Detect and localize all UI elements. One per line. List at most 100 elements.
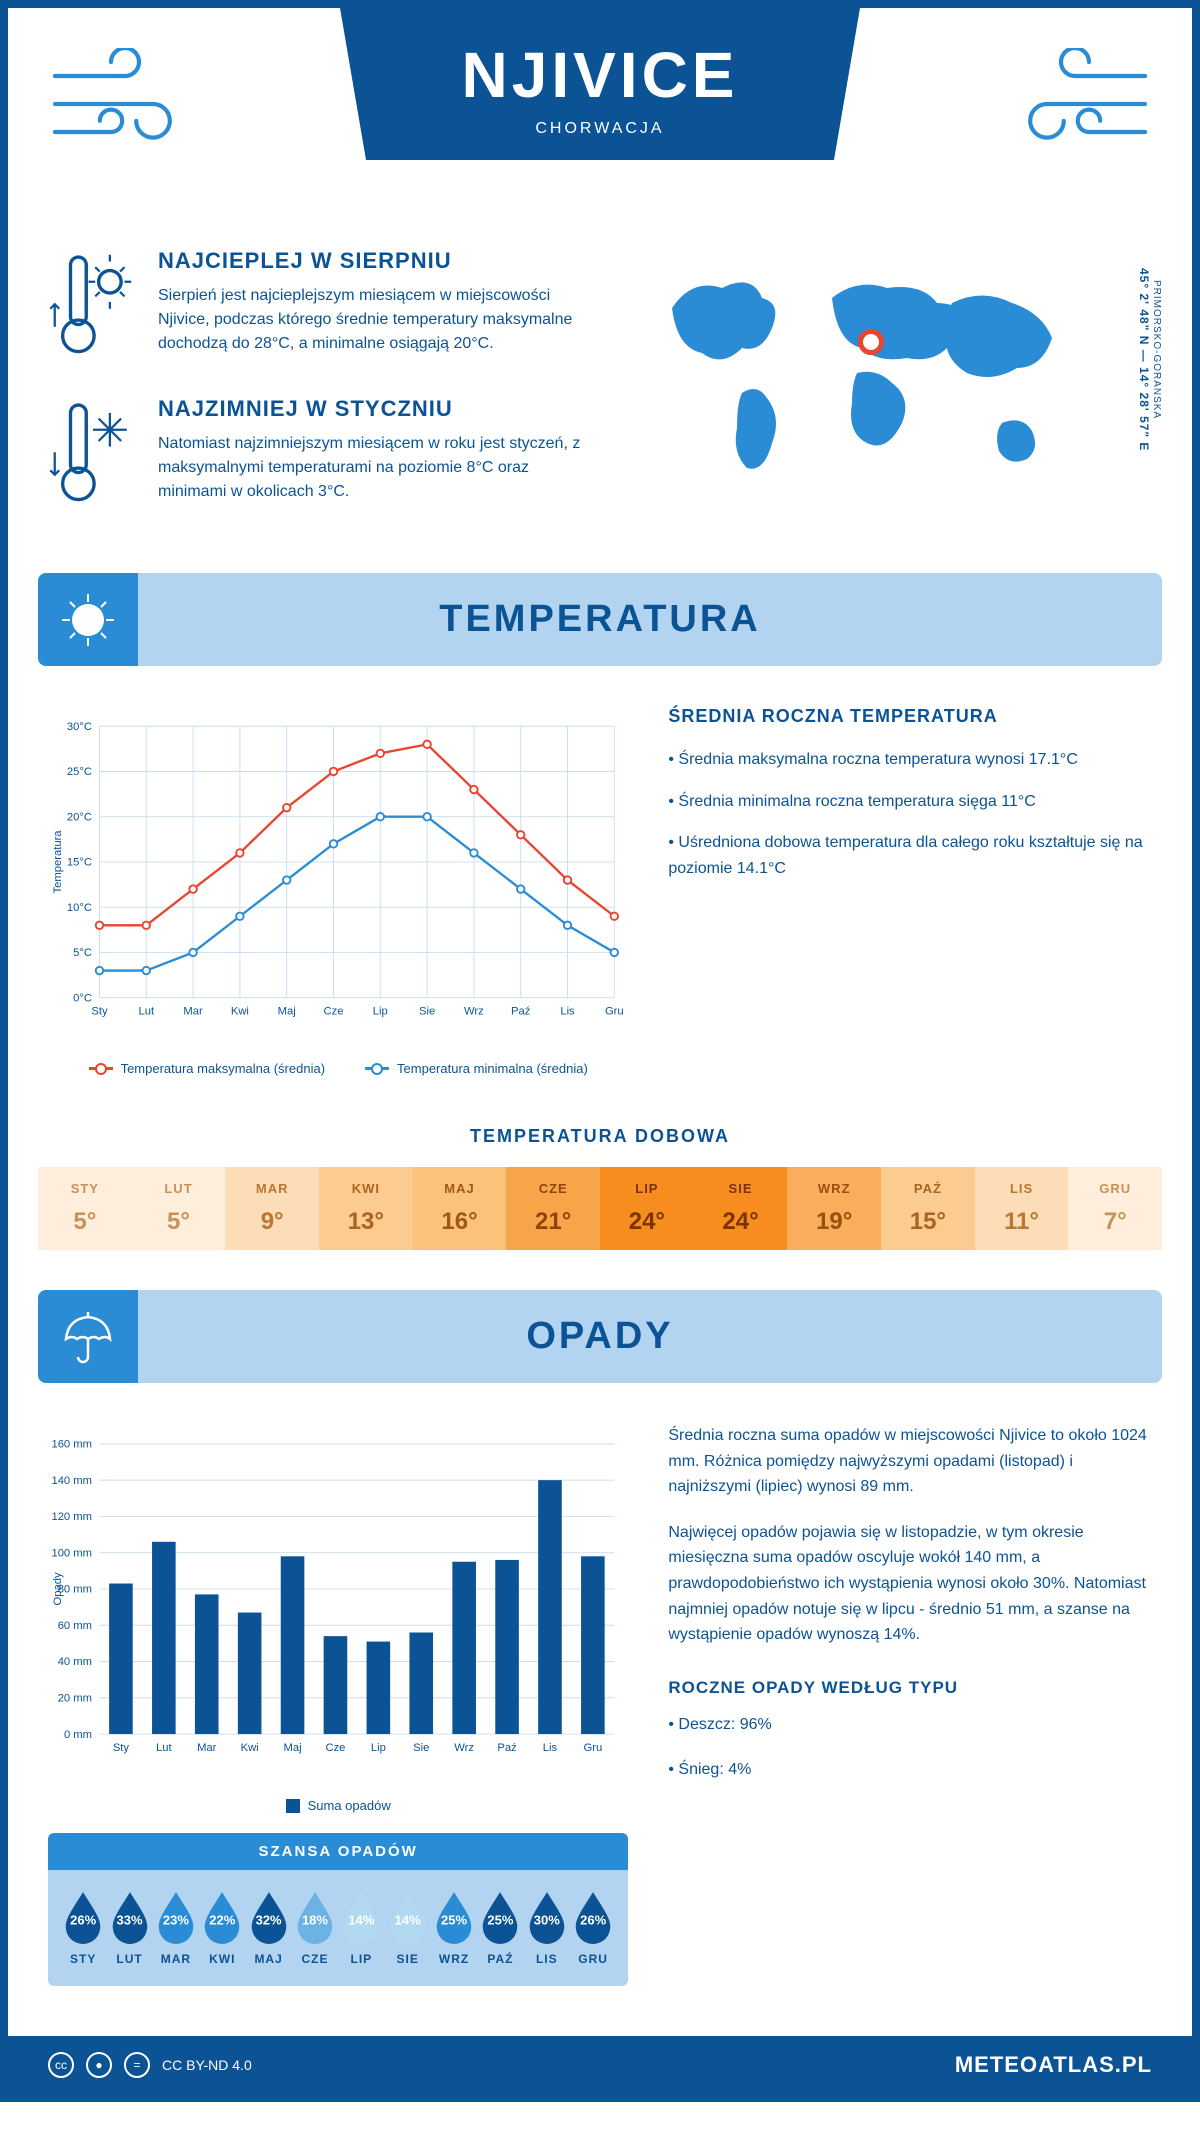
coldest-text: Natomiast najzimniejszym miesiącem w rok… bbox=[158, 432, 592, 504]
daily-temp-cell: LIS11° bbox=[975, 1167, 1069, 1250]
license-block: cc ● = CC BY-ND 4.0 bbox=[48, 2052, 252, 2078]
coldest-block: NAJZIMNIEJ W STYCZNIU Natomiast najzimni… bbox=[48, 396, 592, 514]
raindrop-icon: 25% bbox=[478, 1890, 522, 1944]
svg-text:100 mm: 100 mm bbox=[51, 1547, 92, 1559]
legend-item: .legend-swatch[style*='#e8442e']::before… bbox=[89, 1061, 325, 1076]
svg-text:160 mm: 160 mm bbox=[51, 1439, 92, 1451]
daily-temp-title: TEMPERATURA DOBOWA bbox=[38, 1126, 1162, 1147]
raindrop-icon: 30% bbox=[525, 1890, 569, 1944]
svg-text:Wrz: Wrz bbox=[454, 1742, 474, 1754]
daily-temp-cell: LUT5° bbox=[132, 1167, 226, 1250]
temperature-line-chart: 0°C5°C10°C15°C20°C25°C30°CStyLutMarKwiMa… bbox=[48, 706, 628, 1046]
thermometer-hot-icon bbox=[48, 248, 138, 366]
chance-cell: 14% SIE bbox=[385, 1890, 431, 1966]
footer: cc ● = CC BY-ND 4.0 METEOATLAS.PL bbox=[8, 2036, 1192, 2094]
svg-text:Maj: Maj bbox=[278, 1006, 296, 1018]
umbrella-icon bbox=[38, 1290, 138, 1383]
daily-temp-cell: MAJ16° bbox=[413, 1167, 507, 1250]
temp-bullet: • Średnia maksymalna roczna temperatura … bbox=[668, 747, 1152, 773]
location-marker-icon bbox=[858, 329, 884, 355]
precipitation-banner: OPADY bbox=[38, 1290, 1162, 1383]
title-ribbon: NJIVICE CHORWACJA bbox=[340, 8, 860, 160]
header: NJIVICE CHORWACJA bbox=[8, 8, 1192, 228]
chance-cell: 26% GRU bbox=[570, 1890, 616, 1966]
svg-text:10°C: 10°C bbox=[67, 902, 92, 914]
legend-item: .legend-swatch[style*='#2b8cd6']::before… bbox=[365, 1061, 588, 1076]
svg-text:Temperatura: Temperatura bbox=[52, 830, 64, 894]
svg-text:Lut: Lut bbox=[138, 1006, 154, 1018]
svg-text:Sie: Sie bbox=[413, 1742, 429, 1754]
svg-text:120 mm: 120 mm bbox=[51, 1511, 92, 1523]
temperature-body: 0°C5°C10°C15°C20°C25°C30°CStyLutMarKwiMa… bbox=[8, 666, 1192, 1096]
precipitation-body: 0 mm20 mm40 mm60 mm80 mm100 mm120 mm140 … bbox=[8, 1383, 1192, 2006]
svg-text:60 mm: 60 mm bbox=[58, 1620, 92, 1632]
svg-text:25°C: 25°C bbox=[67, 766, 92, 778]
temp-bullet: • Uśredniona dobowa temperatura dla całe… bbox=[668, 830, 1152, 881]
svg-text:5°C: 5°C bbox=[73, 947, 92, 959]
chance-panel: SZANSA OPADÓW 26% STY 33% LUT 23% MAR 22… bbox=[48, 1833, 628, 1986]
daily-temp-cell: PAŹ15° bbox=[881, 1167, 975, 1250]
svg-text:Maj: Maj bbox=[284, 1742, 302, 1754]
temp-bullet: • Średnia minimalna roczna temperatura s… bbox=[668, 789, 1152, 815]
svg-text:Cze: Cze bbox=[324, 1006, 344, 1018]
warmest-block: NAJCIEPLEJ W SIERPNIU Sierpień jest najc… bbox=[48, 248, 592, 366]
raindrop-icon: 26% bbox=[571, 1890, 615, 1944]
precip-type-item: • Deszcz: 96% bbox=[668, 1712, 1152, 1738]
thermometer-cold-icon bbox=[48, 396, 138, 514]
page: NJIVICE CHORWACJA NAJCIEPLEJ W SIERPNIU … bbox=[0, 0, 1200, 2102]
svg-text:30°C: 30°C bbox=[67, 721, 92, 733]
coldest-title: NAJZIMNIEJ W STYCZNIU bbox=[158, 396, 592, 422]
svg-text:Gru: Gru bbox=[605, 1006, 624, 1018]
precip-type-item: • Śnieg: 4% bbox=[668, 1757, 1152, 1783]
raindrop-icon: 14% bbox=[386, 1890, 430, 1944]
chance-cell: 25% WRZ bbox=[431, 1890, 477, 1966]
svg-text:Paź: Paź bbox=[511, 1006, 531, 1018]
chance-cell: 22% KWI bbox=[199, 1890, 245, 1966]
chance-cell: 25% PAŹ bbox=[477, 1890, 523, 1966]
temperature-legend: .legend-swatch[style*='#e8442e']::before… bbox=[48, 1061, 628, 1076]
chance-cell: 30% LIS bbox=[524, 1890, 570, 1966]
svg-text:40 mm: 40 mm bbox=[58, 1656, 92, 1668]
svg-text:15°C: 15°C bbox=[67, 857, 92, 869]
svg-text:Lis: Lis bbox=[560, 1006, 575, 1018]
daily-temp-strip: STY5°LUT5°MAR9°KWI13°MAJ16°CZE21°LIP24°S… bbox=[38, 1167, 1162, 1250]
precipitation-section-title: OPADY bbox=[38, 1315, 1162, 1358]
precip-p2: Najwięcej opadów pojawia się w listopadz… bbox=[668, 1520, 1152, 1648]
raindrop-icon: 32% bbox=[247, 1890, 291, 1944]
svg-text:Sty: Sty bbox=[91, 1006, 108, 1018]
wind-icon bbox=[48, 48, 188, 168]
daily-temp-cell: KWI13° bbox=[319, 1167, 413, 1250]
annual-temp-title: ŚREDNIA ROCZNA TEMPERATURA bbox=[668, 706, 1152, 727]
svg-text:Sie: Sie bbox=[419, 1006, 435, 1018]
precip-legend-label: Suma opadów bbox=[308, 1798, 391, 1813]
precipitation-info: Średnia roczna suma opadów w miejscowośc… bbox=[668, 1423, 1152, 1986]
svg-text:Kwi: Kwi bbox=[231, 1006, 249, 1018]
svg-text:Lip: Lip bbox=[373, 1006, 388, 1018]
svg-text:Lip: Lip bbox=[371, 1742, 386, 1754]
chance-cell: 32% MAJ bbox=[245, 1890, 291, 1966]
svg-text:Lut: Lut bbox=[156, 1742, 172, 1754]
license-text: CC BY-ND 4.0 bbox=[162, 2057, 252, 2073]
chance-cell: 26% STY bbox=[60, 1890, 106, 1966]
precip-type-title: ROCZNE OPADY WEDŁUG TYPU bbox=[668, 1678, 1152, 1698]
intro-text-column: NAJCIEPLEJ W SIERPNIU Sierpień jest najc… bbox=[48, 248, 592, 543]
wind-icon bbox=[1012, 48, 1152, 168]
svg-text:Gru: Gru bbox=[584, 1742, 603, 1754]
svg-text:Kwi: Kwi bbox=[241, 1742, 259, 1754]
raindrop-icon: 26% bbox=[61, 1890, 105, 1944]
cc-icon: cc bbox=[48, 2052, 74, 2078]
svg-text:0 mm: 0 mm bbox=[64, 1729, 92, 1741]
daily-temp-cell: STY5° bbox=[38, 1167, 132, 1250]
location-title: NJIVICE bbox=[340, 38, 860, 112]
svg-text:0°C: 0°C bbox=[73, 992, 92, 1004]
svg-text:Wrz: Wrz bbox=[464, 1006, 484, 1018]
daily-temperature: TEMPERATURA DOBOWA STY5°LUT5°MAR9°KWI13°… bbox=[38, 1126, 1162, 1250]
chance-title: SZANSA OPADÓW bbox=[48, 1833, 628, 1870]
temperature-chart-area: 0°C5°C10°C15°C20°C25°C30°CStyLutMarKwiMa… bbox=[48, 706, 628, 1076]
coordinates-text: PRIMORSKO-GORANSKA 45° 2' 48" N — 14° 28… bbox=[1137, 268, 1162, 451]
warmest-title: NAJCIEPLEJ W SIERPNIU bbox=[158, 248, 592, 274]
warmest-text: Sierpień jest najcieplejszym miesiącem w… bbox=[158, 284, 592, 356]
temperature-section-title: TEMPERATURA bbox=[38, 598, 1162, 641]
by-icon: ● bbox=[86, 2052, 112, 2078]
svg-text:Sty: Sty bbox=[113, 1742, 130, 1754]
